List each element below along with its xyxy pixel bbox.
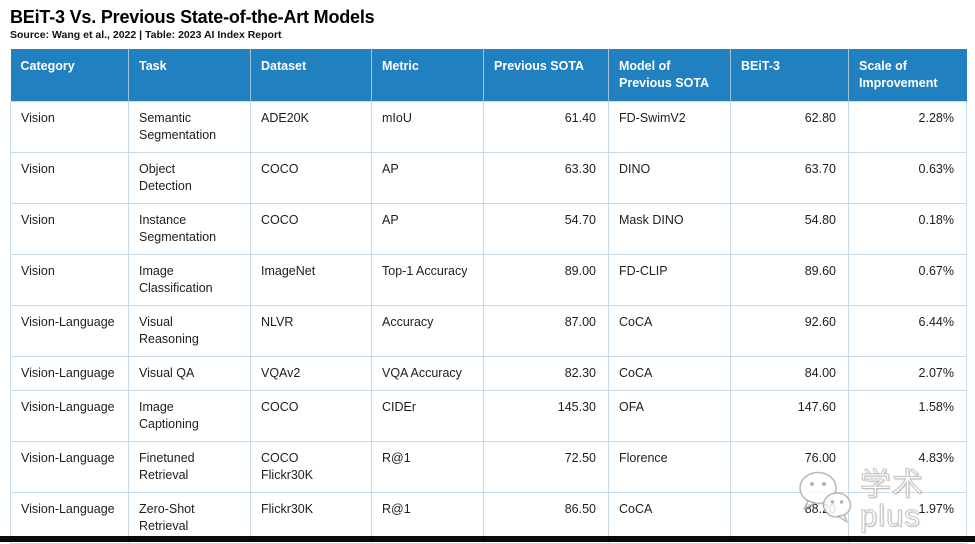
cell-metric: VQA Accuracy (371, 356, 484, 391)
cell-dataset: COCO (250, 390, 372, 442)
bottom-bar (0, 536, 975, 542)
cell-previous_sota: 63.30 (483, 152, 609, 204)
cell-scale_of_improvement: 0.63% (848, 152, 967, 204)
cell-metric: AP (371, 152, 484, 204)
cell-task: Instance Segmentation (128, 203, 251, 255)
table-row: Vision Instance Segmentation COCO AP 54.70 Ma… (10, 203, 967, 255)
table-row: Vision Semantic Segmentation ADE20K mIoU 61.… (10, 101, 967, 153)
page-title: BEiT-3 Vs. Previous State-of-the-Art Mod… (10, 7, 375, 27)
cell-scale_of_improvement: 6.44% (848, 305, 967, 357)
cell-category: Vision-Language (10, 390, 129, 442)
cell-scale_of_improvement: 0.67% (848, 254, 967, 306)
cell-previous_sota: 54.70 (483, 203, 609, 255)
cell-scale_of_improvement: 4.83% (848, 441, 967, 493)
cell-dataset: COCO (250, 203, 372, 255)
cell-category: Vision-Language (10, 305, 129, 357)
column-header-metric: Metric (371, 49, 484, 102)
column-header-dataset: Dataset (250, 49, 372, 102)
cell-model_of_previous_sota: FD-SwimV2 (608, 101, 731, 153)
table-row: Vision Image Classification ImageNet Top-1 … (10, 254, 967, 306)
cell-dataset: COCO (250, 152, 372, 204)
cell-model_of_previous_sota: Mask DINO (608, 203, 731, 255)
table-header-row: Category Task Dataset Metric Previous SOTA Mo… (10, 49, 967, 102)
cell-previous_sota: 82.30 (483, 356, 609, 391)
cell-dataset: COCO Flickr30K (250, 441, 372, 493)
table-header: Category Task Dataset Metric Previous SOTA Mo… (10, 49, 967, 102)
cell-dataset: VQAv2 (250, 356, 372, 391)
cell-scale_of_improvement: 0.18% (848, 203, 967, 255)
cell-dataset: NLVR (250, 305, 372, 357)
column-header-category: Category (10, 49, 129, 102)
cell-dataset: ADE20K (250, 101, 372, 153)
table-row: Vision-Language Visual QA VQAv2 VQA Accurac… (10, 356, 967, 391)
cell-previous_sota: 87.00 (483, 305, 609, 357)
cell-model_of_previous_sota: Florence (608, 441, 731, 493)
cell-metric: Top-1 Accuracy (371, 254, 484, 306)
column-header-model_of_previous_sota: Model of Previous SOTA (608, 49, 731, 102)
cell-model_of_previous_sota: CoCA (608, 356, 731, 391)
cell-beit3: 62.80 (730, 101, 849, 153)
cell-dataset: ImageNet (250, 254, 372, 306)
cell-task: Semantic Segmentation (128, 101, 251, 153)
table-row: Vision Object Detection COCO AP 63.30 DINO 63.… (10, 152, 967, 204)
cell-metric: mIoU (371, 101, 484, 153)
cell-task: Image Captioning (128, 390, 251, 442)
cell-previous_sota: 89.00 (483, 254, 609, 306)
cell-category: Vision-Language (10, 356, 129, 391)
cell-category: Vision (10, 101, 129, 153)
cell-beit3: 63.70 (730, 152, 849, 204)
cell-previous_sota: 61.40 (483, 101, 609, 153)
cell-task: Image Classification (128, 254, 251, 306)
cell-model_of_previous_sota: CoCA (608, 305, 731, 357)
cell-model_of_previous_sota: OFA (608, 390, 731, 442)
cell-category: Vision-Language (10, 441, 129, 493)
cell-metric: AP (371, 203, 484, 255)
column-header-previous_sota: Previous SOTA (483, 49, 609, 102)
cell-beit3: 89.60 (730, 254, 849, 306)
cell-task: Visual Reasoning (128, 305, 251, 357)
cell-model_of_previous_sota: DINO (608, 152, 731, 204)
column-header-scale_of_improvement: Scale of Improvement (848, 49, 967, 102)
cell-model_of_previous_sota: FD-CLIP (608, 254, 731, 306)
cell-task: Visual QA (128, 356, 251, 391)
cell-metric: CIDEr (371, 390, 484, 442)
cell-scale_of_improvement: 2.07% (848, 356, 967, 391)
cell-scale_of_improvement: 2.28% (848, 101, 967, 153)
cell-beit3: 92.60 (730, 305, 849, 357)
column-header-task: Task (128, 49, 251, 102)
source-line: Source: Wang et al., 2022 | Table: 2023 … (10, 29, 282, 41)
cell-category: Vision (10, 152, 129, 204)
cell-previous_sota: 145.30 (483, 390, 609, 442)
cell-scale_of_improvement: 1.58% (848, 390, 967, 442)
cell-beit3: 54.80 (730, 203, 849, 255)
cell-beit3: 84.00 (730, 356, 849, 391)
table-row: Vision-Language Image Captioning COCO CIDEr… (10, 390, 967, 442)
cell-category: Vision (10, 254, 129, 306)
cell-beit3: 76.00 (730, 441, 849, 493)
cell-metric: R@1 (371, 441, 484, 493)
cell-metric: Accuracy (371, 305, 484, 357)
cell-task: Object Detection (128, 152, 251, 204)
cell-task: Finetuned Retrieval (128, 441, 251, 493)
table-row: Vision-Language Finetuned Retrieval COCO F… (10, 441, 967, 493)
cell-previous_sota: 72.50 (483, 441, 609, 493)
cell-category: Vision (10, 203, 129, 255)
cell-beit3: 147.60 (730, 390, 849, 442)
column-header-beit3: BEiT-3 (730, 49, 849, 102)
sota-comparison-table: Category Task Dataset Metric Previous SOTA Mo… (10, 49, 967, 544)
table-row: Vision-Language Visual Reasoning NLVR Accur… (10, 305, 967, 357)
